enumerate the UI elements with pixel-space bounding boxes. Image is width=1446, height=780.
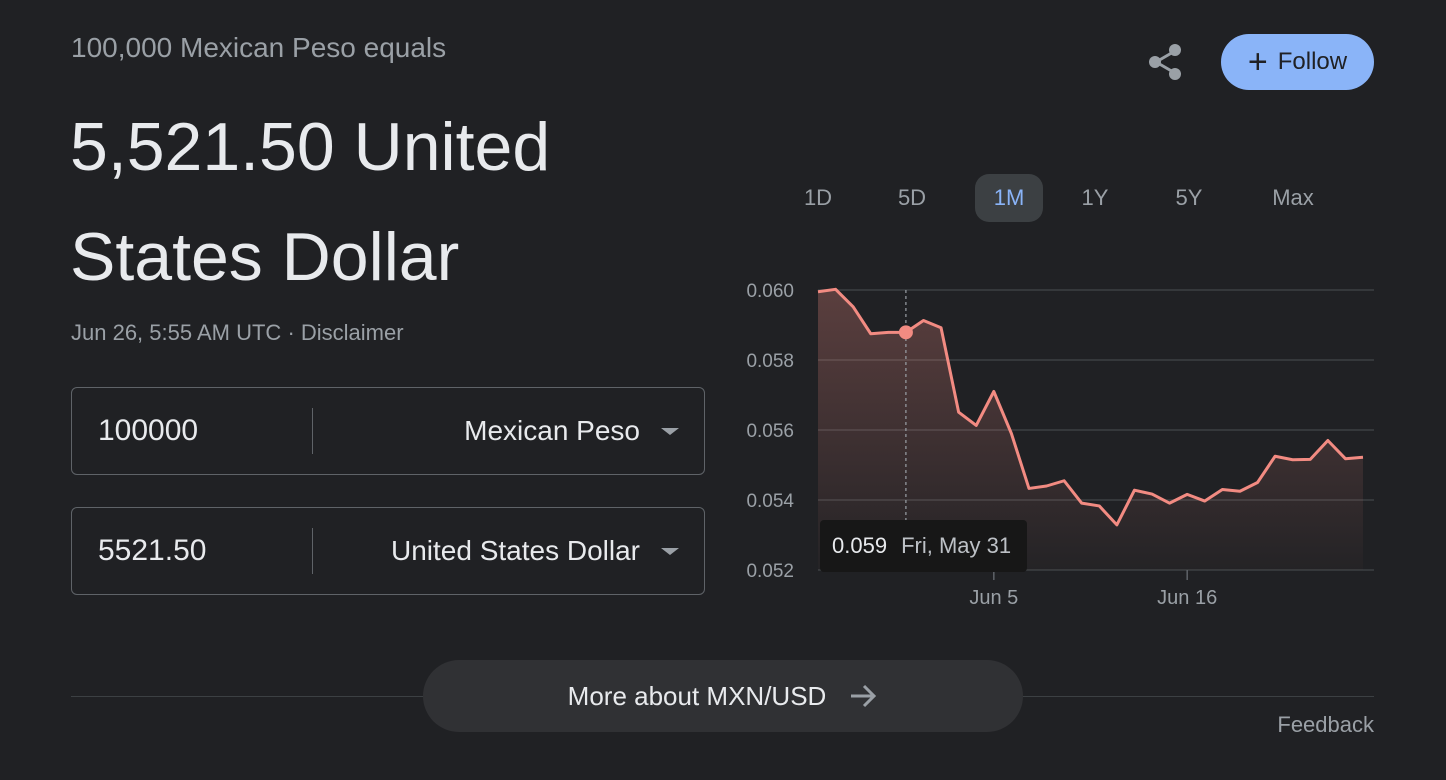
from-amount-input[interactable]: 100000 [98,414,199,447]
chart-tooltip: 0.059 Fri, May 31 [820,520,1028,572]
from-converter-row: 100000 Mexican Peso [71,387,705,475]
separator: · [281,320,301,345]
to-amount-input[interactable]: 5521.50 [98,534,207,567]
tab-1m[interactable]: 1M [975,174,1043,222]
more-about-button[interactable]: More about MXN/USD [423,660,1023,732]
feedback-link[interactable]: Feedback [1277,712,1374,737]
timestamp-line: Jun 26, 5:55 AM UTC · Disclaimer [71,320,404,346]
to-currency-select[interactable]: United States Dollar [390,535,640,566]
x-tick-label: Jun 16 [1157,587,1217,609]
y-tick-label: 0.054 [746,491,794,512]
converter-divider [312,408,313,454]
y-tick-label: 0.052 [746,561,794,582]
arrow-right-icon [851,684,877,708]
converter-divider [312,528,313,574]
y-tick-label: 0.058 [746,351,794,372]
from-currency-select[interactable]: Mexican Peso [464,415,640,446]
y-tick-label: 0.060 [746,281,794,302]
tab-max[interactable]: Max [1272,185,1314,210]
disclaimer-link[interactable]: Disclaimer [300,320,404,345]
chevron-down-icon[interactable] [661,428,679,435]
x-tick-label: Jun 5 [969,587,1018,609]
tooltip-value: 0.059 [832,533,888,558]
follow-button[interactable]: + Follow [1221,34,1374,90]
highlight-point [898,325,913,340]
plus-icon: + [1247,43,1268,81]
follow-label: Follow [1277,48,1348,75]
exchange-rate-chart[interactable]: 0.060 0.058 0.056 0.054 0.052 Jun 5 Jun 16 [730,270,1390,620]
share-icon[interactable] [1144,40,1188,84]
tab-5y[interactable]: 5Y [1175,185,1203,210]
tab-1y[interactable]: 1Y [1081,185,1109,210]
more-about-label: More about MXN/USD [567,680,827,711]
to-converter-row: 5521.50 United States Dollar [71,507,705,595]
chevron-down-icon[interactable] [661,548,679,555]
tab-1d[interactable]: 1D [803,185,833,210]
tab-5d[interactable]: 5D [897,185,927,210]
y-tick-label: 0.056 [746,421,794,442]
area-fill [818,289,1363,570]
conversion-subtitle: 100,000 Mexican Peso equals [71,32,447,63]
timestamp: Jun 26, 5:55 AM UTC [71,320,282,345]
tooltip-date: Fri, May 31 [901,533,1012,558]
conversion-result: 5,521.50 United States Dollar [70,109,551,295]
